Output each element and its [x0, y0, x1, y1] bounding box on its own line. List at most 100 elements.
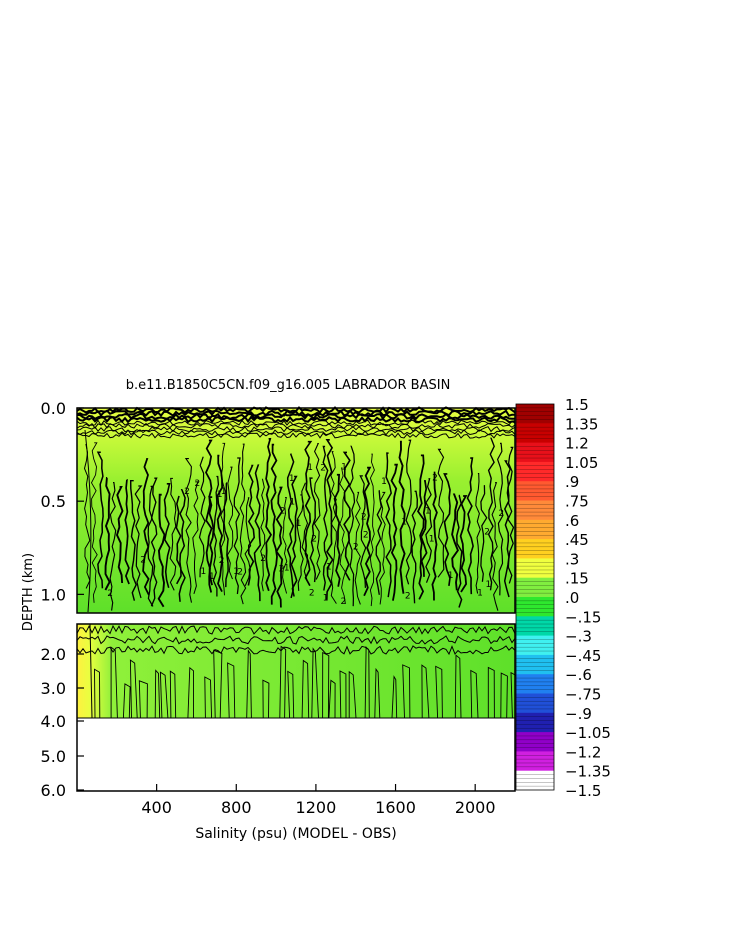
- vertical-contour: [437, 448, 445, 578]
- vertical-contour: [239, 443, 247, 605]
- vertical-contour: [169, 477, 177, 591]
- vertical-contour: [270, 443, 278, 605]
- contour-label: 1: [233, 567, 239, 577]
- vertical-contour: [309, 477, 317, 583]
- vertical-contour: [466, 457, 474, 595]
- colorbar-label: .0: [565, 589, 579, 607]
- vertical-contour: [96, 451, 104, 589]
- lower-vertical-contour: [391, 675, 398, 719]
- vertical-contour: [405, 439, 413, 585]
- colorbar-swatch: [516, 654, 554, 675]
- contour-label: 1: [296, 519, 302, 529]
- vertical-contour: [163, 483, 171, 588]
- contour-label: 2: [280, 506, 286, 516]
- colorbar-swatch: [516, 770, 554, 791]
- contour-label: 1: [209, 572, 215, 582]
- vertical-contour: [286, 453, 295, 599]
- lower-vertical-contour: [287, 670, 295, 719]
- vertical-contour: [129, 479, 137, 601]
- lower-vertical-contour: [213, 649, 223, 719]
- x-tick-label: 1600: [375, 798, 416, 817]
- colorbar-label: 1.05: [565, 454, 598, 472]
- contour-label: 1: [307, 463, 313, 473]
- colorbar-label: −1.5: [565, 782, 601, 800]
- vertical-contour: [354, 491, 361, 605]
- contour-label: 1: [221, 487, 227, 497]
- lower-vertical-contour: [322, 651, 330, 719]
- upper-panel-frame: [76, 407, 516, 614]
- colorbar-label: .15: [565, 570, 589, 588]
- colorbar-label: −1.35: [565, 763, 611, 781]
- contour-label: 1: [429, 534, 435, 544]
- colorbar-swatch: [516, 751, 554, 772]
- lower-y-tick-label: 6.0: [41, 781, 66, 800]
- vertical-contour: [475, 472, 481, 594]
- contour-label: 2: [432, 474, 438, 484]
- lower-vertical-contour: [339, 670, 347, 719]
- contour-label: 1: [323, 593, 329, 603]
- vertical-contour: [205, 439, 213, 593]
- lower-panel-field: [77, 624, 515, 718]
- colorbar-label: −1.2: [565, 743, 601, 761]
- contour-label: 2: [361, 513, 367, 523]
- lower-left-contour: [89, 623, 93, 719]
- vertical-contour: [333, 473, 341, 587]
- upper-y-tick-label: 1.0: [41, 585, 66, 604]
- colorbar-label: .6: [565, 512, 579, 530]
- lower-band-contour: [76, 624, 516, 635]
- vertical-contour: [275, 486, 284, 608]
- vertical-contour: [359, 475, 367, 588]
- contour-label: 2: [260, 554, 266, 564]
- contour-label: 2: [309, 588, 315, 598]
- contour-label: 1: [401, 517, 407, 527]
- vertical-contour: [290, 475, 298, 597]
- y-axis-label: DEPTH (km): [21, 553, 36, 631]
- contour-label: 2: [341, 597, 347, 607]
- contour-label: 2: [320, 464, 326, 474]
- lower-vertical-contour: [301, 659, 310, 719]
- vertical-contour: [313, 442, 321, 580]
- vertical-contour: [260, 478, 266, 592]
- colorbar-swatch: [516, 616, 554, 637]
- vertical-contour: [507, 446, 515, 584]
- vertical-contour: [411, 490, 418, 604]
- contour-label: 1: [381, 477, 387, 487]
- lower-vertical-contour: [169, 670, 177, 719]
- contour-label: 1: [326, 562, 332, 572]
- colorbar-label: 1.2: [565, 435, 589, 453]
- upper-y-tick-label: 0.0: [41, 399, 66, 418]
- vertical-contour: [208, 496, 215, 586]
- colorbar-label: −.3: [565, 628, 592, 646]
- contour-label: 2: [311, 535, 317, 545]
- colorbar: 1.51.351.21.05.9.75.6.45.3.15.0−.15−.3−.…: [515, 396, 611, 800]
- x-tick-label: 400: [141, 798, 172, 817]
- vertical-contour: [420, 480, 428, 577]
- colorbar-swatch: [516, 442, 554, 463]
- surface-contour: [76, 429, 516, 436]
- vertical-contour: [247, 464, 256, 586]
- colorbar-frame: [515, 403, 555, 791]
- vertical-contour: [253, 464, 262, 602]
- vertical-contour: [244, 497, 252, 587]
- lower-vertical-contour: [279, 645, 287, 719]
- vertical-contour: [124, 479, 130, 585]
- colorbar-label: .3: [565, 550, 579, 568]
- upper-y-axis: 0.0 0.5 1.0: [41, 399, 84, 604]
- lower-band-contour: [76, 645, 516, 656]
- lower-vertical-contour: [454, 654, 462, 719]
- chart-title: b.e11.B1850C5CN.f09_g16.005 LABRADOR BAS…: [126, 378, 451, 393]
- colorbar-swatch: [516, 577, 554, 598]
- colorbar-label: −.75: [565, 686, 601, 704]
- contour-label: 1: [289, 474, 295, 484]
- vertical-contour: [83, 443, 91, 589]
- vertical-contour: [109, 482, 117, 611]
- lower-y-tick-label: 3.0: [41, 679, 66, 698]
- vertical-contour: [150, 477, 158, 607]
- lower-vertical-contour: [402, 664, 411, 719]
- vertical-contour: [304, 440, 313, 587]
- surface-contour: [76, 426, 516, 433]
- lower-vertical-contour: [421, 664, 430, 719]
- lower-vertical-contour: [246, 649, 252, 719]
- colorbar-swatch: [516, 712, 554, 733]
